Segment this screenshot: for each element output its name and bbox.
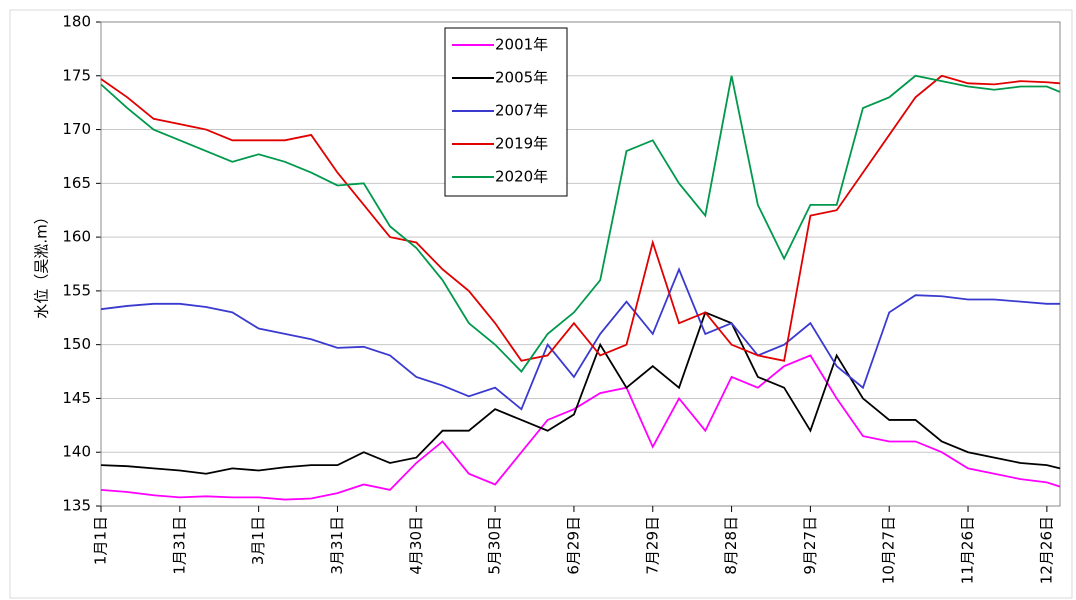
y-tick-label: 175 (62, 66, 91, 84)
x-tick-label: 3月31日 (328, 516, 346, 575)
series-line (100, 311, 1061, 475)
legend-label: 2001年 (495, 36, 548, 54)
x-tick-label: 6月29日 (564, 516, 582, 575)
y-tick-label: 160 (62, 228, 91, 246)
legend-box (444, 27, 568, 197)
y-tick-label: 145 (62, 389, 91, 407)
legend-label: 2005年 (495, 69, 548, 87)
x-tick-label: 11月26日 (959, 516, 977, 584)
series-line (100, 74, 1061, 373)
x-tick-label: 4月30日 (407, 516, 425, 575)
x-tick-label: 7月29日 (643, 516, 661, 575)
series-line (100, 354, 1061, 501)
series-line (100, 266, 1060, 411)
y-tick-label: 150 (62, 335, 91, 353)
y-tick-label: 170 (62, 120, 91, 138)
x-tick-label: 9月27日 (801, 516, 819, 575)
y-tick-label: 135 (62, 497, 91, 515)
series-line (100, 74, 1061, 362)
x-tick-label: 8月28日 (722, 516, 740, 575)
y-tick-label: 155 (62, 281, 91, 299)
x-tick-label: 5月30日 (486, 516, 504, 575)
legend-label: 2007年 (495, 102, 548, 120)
x-tick-label: 1月1日 (92, 516, 110, 565)
y-axis-label: 水位（吴淞.m） (33, 209, 51, 318)
plot-area (100, 21, 1061, 507)
legend-label: 2020年 (495, 168, 548, 186)
y-tick-label: 180 (62, 13, 91, 31)
x-tick-label: 3月1日 (249, 516, 267, 565)
y-tick-label: 165 (62, 174, 91, 192)
legend-label: 2019年 (495, 135, 548, 153)
x-tick-label: 10月27日 (880, 516, 898, 584)
legend: 2001年 2005年 2007年 2019年 2020年 (444, 27, 568, 197)
y-tick-label: 140 (62, 443, 91, 461)
x-tick-label: 1月31日 (170, 516, 188, 575)
x-tick-label: 12月26日 (1037, 516, 1055, 584)
